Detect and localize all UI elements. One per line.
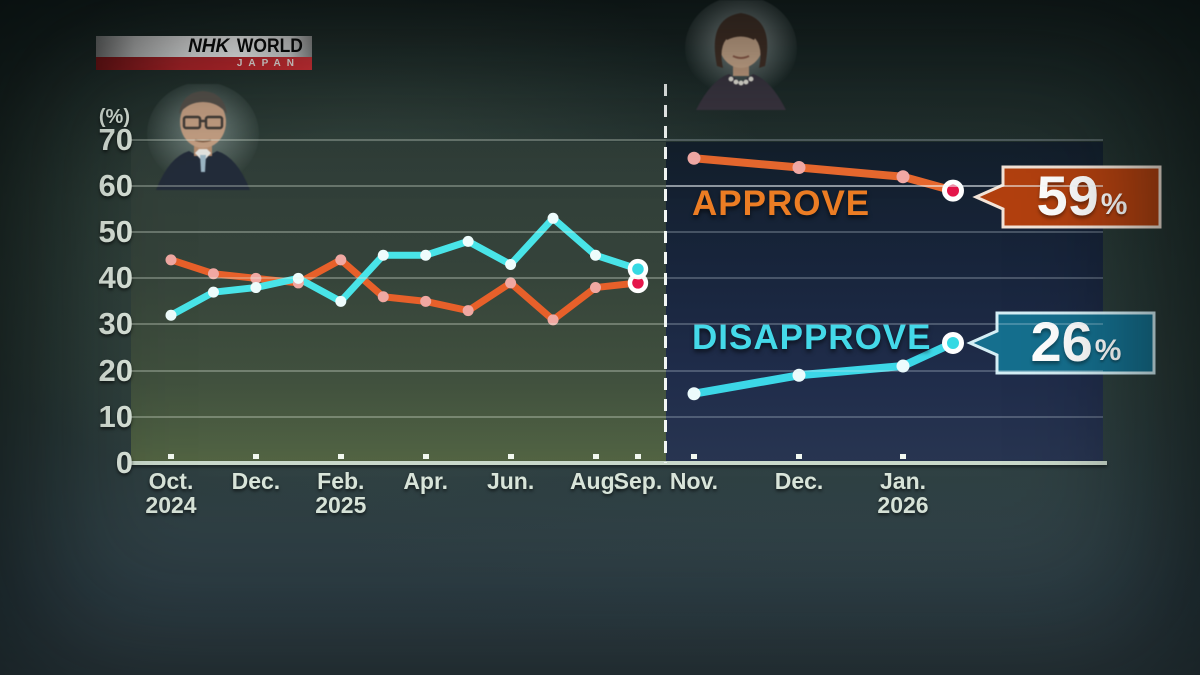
y-axis-tick-label: 10 xyxy=(98,398,133,434)
x-axis-month-label: Dec. xyxy=(231,468,281,494)
logo-japan-bar: JAPAN xyxy=(96,57,312,70)
gridline-70 xyxy=(666,138,1103,141)
x-axis-tick xyxy=(507,454,514,459)
x-axis-month-label: Aug. xyxy=(569,468,622,494)
logo-nhk-text: NHK xyxy=(188,35,230,57)
x-axis-tick xyxy=(337,454,344,459)
x-axis-month-label: Apr. xyxy=(403,468,449,494)
left-chart-panel xyxy=(131,142,666,463)
x-axis-month-label: Oct. xyxy=(148,468,194,494)
x-axis-tick xyxy=(168,454,174,459)
approve-line-label: APPROVE xyxy=(692,184,871,223)
x-axis-tick xyxy=(691,454,697,459)
y-axis-tick-label: 60 xyxy=(98,167,133,203)
x-axis-tick xyxy=(252,454,259,459)
y-axis-tick-label: 70 xyxy=(98,121,133,157)
x-axis-year-label: 2026 xyxy=(877,492,929,518)
x-axis-month-label: Dec. xyxy=(774,468,824,494)
takaichi-portrait xyxy=(685,0,797,110)
x-axis-month-label: Feb. xyxy=(317,468,365,494)
logo-world-text: WORLD xyxy=(237,35,304,57)
x-axis-year-label: 2025 xyxy=(315,492,367,518)
y-axis-tick-label: 0 xyxy=(115,445,133,480)
disapprove-callout-bubble xyxy=(966,311,1156,375)
x-axis-tick xyxy=(592,454,599,459)
ishiba-portrait xyxy=(147,84,259,190)
x-axis-line xyxy=(131,461,1107,465)
x-axis-year-label: 2024 xyxy=(145,492,197,518)
y-axis-tick-label: 20 xyxy=(98,352,133,388)
nhk-world-japan-logo: NHK WORLD JAPAN xyxy=(96,36,312,70)
x-axis-month-label: Nov. xyxy=(669,468,719,494)
x-axis-month-label: Jan. xyxy=(879,468,927,494)
chart-divider-dashed-line xyxy=(664,84,667,463)
approve-value: 59 xyxy=(1036,164,1099,227)
approve-callout: 59 % xyxy=(972,164,1164,230)
disapprove-callout: 26 % xyxy=(966,310,1158,376)
x-axis-tick xyxy=(796,454,802,459)
x-axis-tick xyxy=(634,454,641,459)
y-axis-tick-label: 40 xyxy=(98,260,133,296)
x-axis-month-label: Jun. xyxy=(486,468,535,494)
x-axis-month-label: Sep. xyxy=(613,468,663,494)
y-axis-tick-label: 50 xyxy=(98,214,133,250)
y-axis-unit-label: (%) xyxy=(98,106,130,128)
approve-percent-sign: % xyxy=(1100,188,1128,221)
disapprove-percent-sign: % xyxy=(1094,334,1122,367)
disapprove-value: 26 xyxy=(1030,310,1093,373)
disapprove-line-label: DISAPPROVE xyxy=(692,318,932,357)
y-axis-tick-label: 30 xyxy=(98,306,133,342)
nhk-world-logo-bar: NHK WORLD xyxy=(96,36,312,57)
x-axis-tick xyxy=(900,454,906,459)
approve-callout-bubble xyxy=(972,165,1162,229)
x-axis-tick xyxy=(422,454,429,459)
